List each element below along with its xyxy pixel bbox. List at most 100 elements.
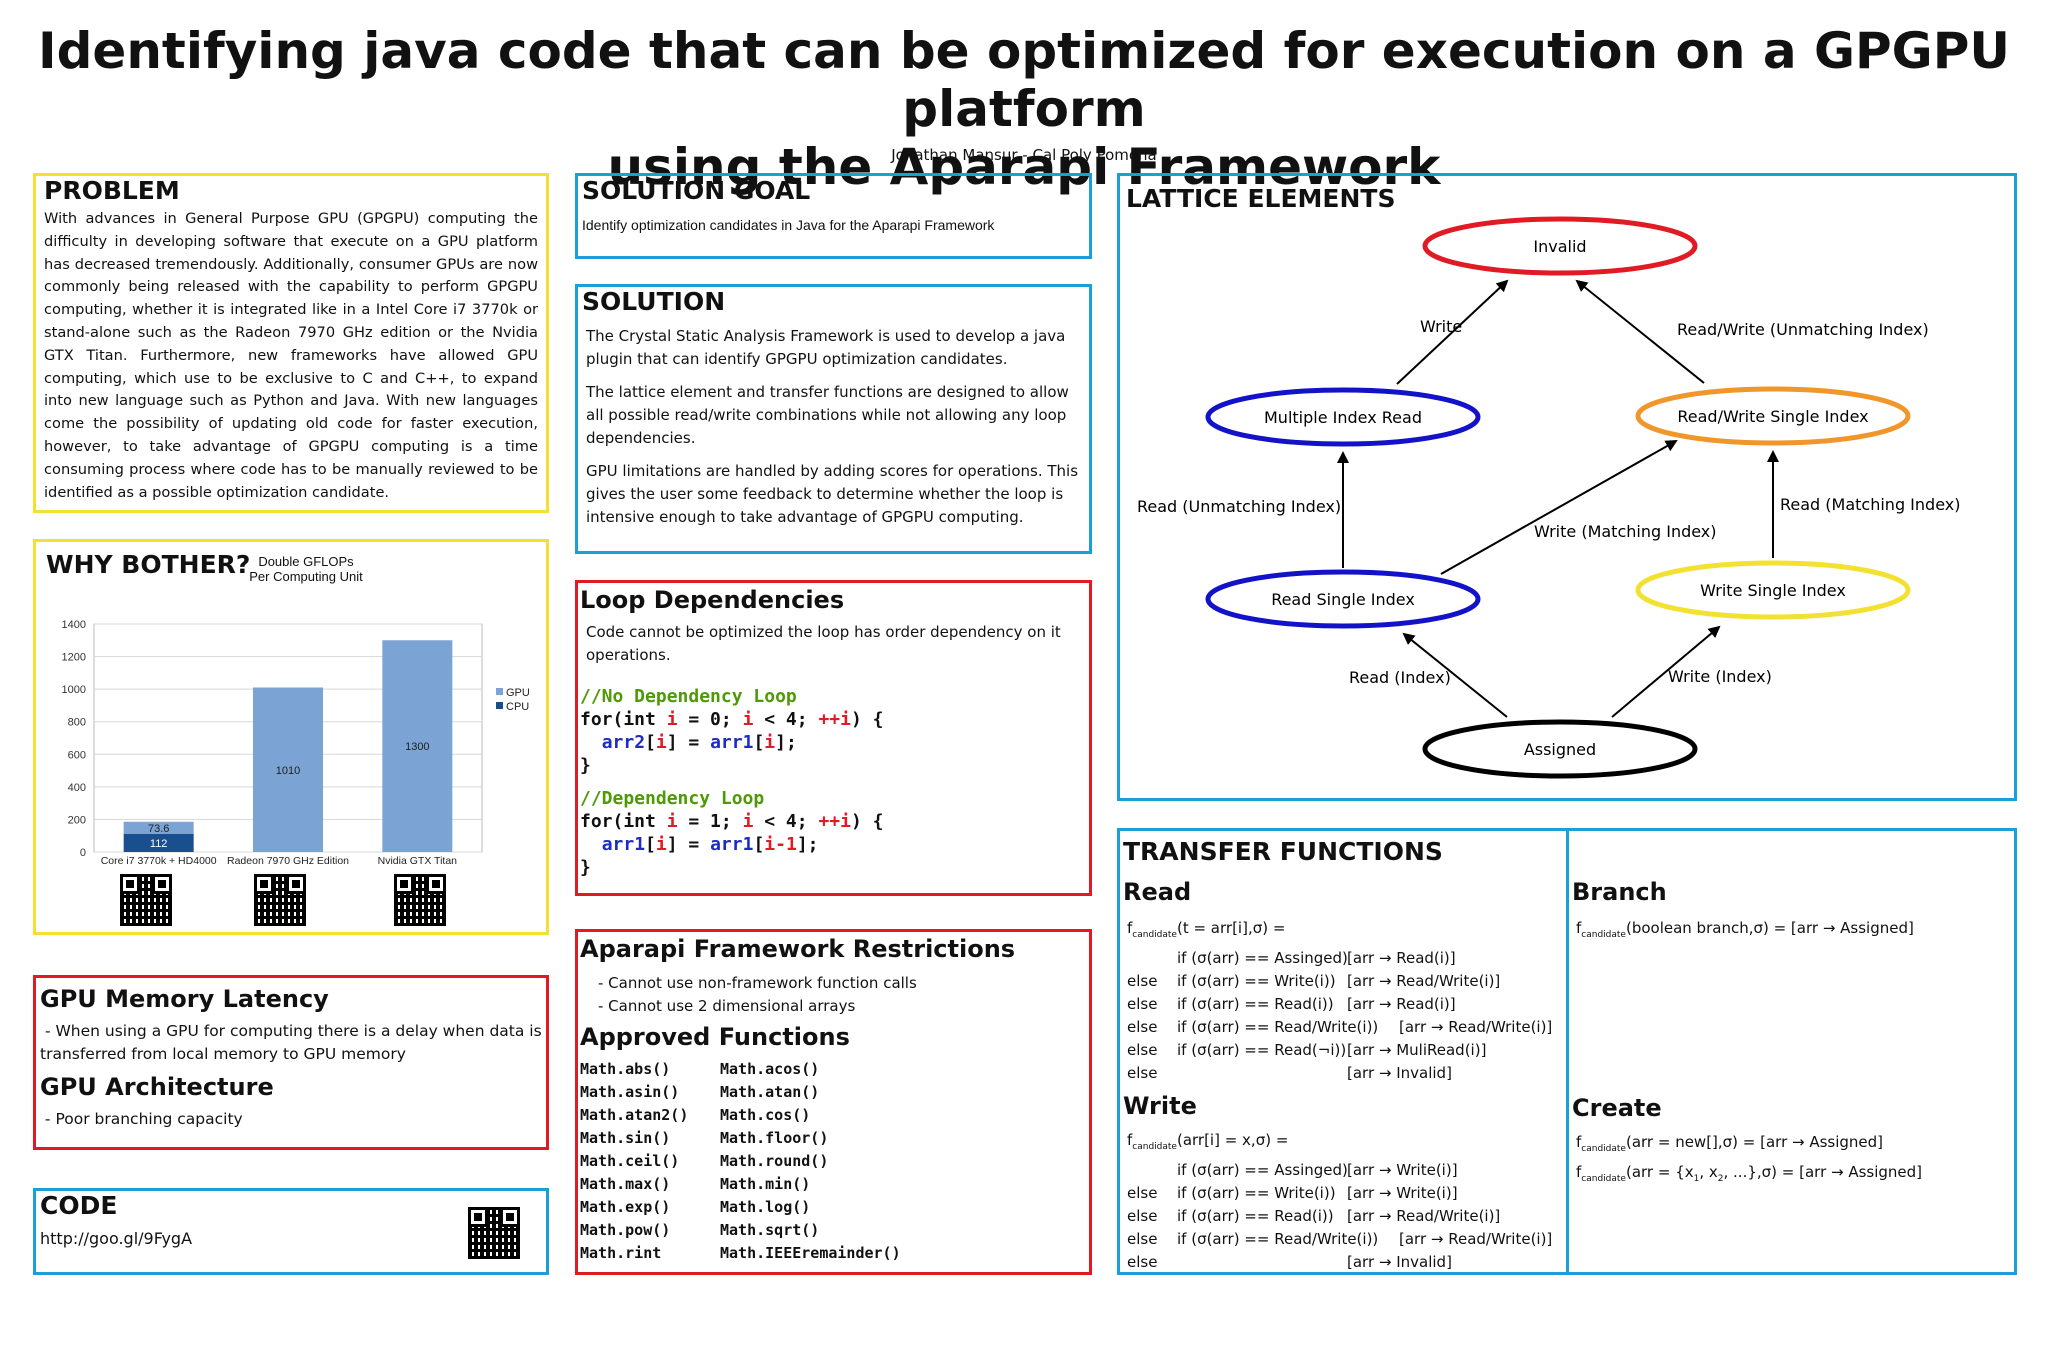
legend-label: CPU xyxy=(506,701,529,713)
function-item: Math.sqrt() xyxy=(720,1221,820,1239)
node-multiple-index-read-label: Multiple Index Read xyxy=(1264,408,1422,427)
function-item: Math.log() xyxy=(720,1198,811,1216)
write-transfer-function: fcandidate(arr[i] = x,σ) = if (σ(arr) ==… xyxy=(1127,1129,1563,1274)
write-case-row: if (σ(arr) == Assinged) [arr → Write(i)] xyxy=(1177,1161,1458,1179)
node-assigned-label: Assigned xyxy=(1524,740,1596,759)
gpu-architecture-heading: GPU Architecture xyxy=(40,1073,274,1101)
edge-label-rw-unmatching: Read/Write (Unmatching Index) xyxy=(1677,320,1929,339)
node-write-single-index xyxy=(1635,560,1911,620)
read-case-row: else [arr → Invalid] xyxy=(1127,1064,1452,1082)
edge-multi-to-invalid xyxy=(1396,279,1509,385)
transfer-functions-panel: TRANSFER FUNCTIONS Read fcandidate(t = a… xyxy=(1117,828,1569,1275)
node-read-single-index xyxy=(1205,569,1481,629)
write-heading: Write xyxy=(1123,1092,1197,1120)
write-case-row: else if (σ(arr) == Read(i)) [arr → Read/Wr… xyxy=(1127,1207,1501,1225)
create-heading: Create xyxy=(1572,1094,1662,1122)
solution-goal-panel: SOLUTION GOAL Identify optimization cand… xyxy=(575,173,1092,259)
solution-paragraph-2: The lattice element and transfer functio… xyxy=(586,383,1069,447)
qr-code-core-i7 xyxy=(120,874,172,926)
function-item: Math.floor() xyxy=(720,1129,829,1147)
y-tick-label: 800 xyxy=(68,717,86,729)
poster-title: Identifying java code that can be optimi… xyxy=(0,22,2048,196)
problem-heading: PROBLEM xyxy=(44,176,180,205)
edge-assigned-to-write xyxy=(1611,625,1721,718)
solution-goal-heading: SOLUTION GOAL xyxy=(582,176,811,205)
restriction-item-1: - Cannot use non-framework function call… xyxy=(598,974,917,992)
y-tick-label: 400 xyxy=(68,782,86,794)
node-read-single-index-label: Read Single Index xyxy=(1271,590,1415,609)
y-tick-label: 1400 xyxy=(62,619,86,631)
function-item: Math.pow() xyxy=(580,1221,671,1239)
title-line-1: Identifying java code that can be optimi… xyxy=(38,22,2010,138)
loop-dependencies-body: Code cannot be optimized the loop has or… xyxy=(586,623,1061,664)
create-signature-1: fcandidate(arr = new[],σ) = [arr → Assig… xyxy=(1576,1133,1884,1154)
function-item: Math.IEEEremainder() xyxy=(720,1244,901,1262)
transfer-heading: TRANSFER FUNCTIONS xyxy=(1123,837,1443,866)
approved-functions-list: Math.abs() Math.acos() Math.asin() Math.… xyxy=(580,1058,1087,1265)
restrictions-panel: Aparapi Framework Restrictions - Cannot … xyxy=(575,929,1092,1275)
solution-paragraph-1: The Crystal Static Analysis Framework is… xyxy=(586,327,1066,368)
solution-paragraph-3: GPU limitations are handled by adding sc… xyxy=(586,462,1079,526)
gpu-architecture-body: - Poor branching capacity xyxy=(40,1110,243,1128)
edge-label-write-index: Write (Index) xyxy=(1668,667,1772,686)
write-signature: fcandidate(arr[i] = x,σ) = xyxy=(1127,1131,1289,1152)
node-write-single-index-label: Write Single Index xyxy=(1700,581,1846,600)
y-tick-label: 1000 xyxy=(62,684,86,696)
node-rw-single-index xyxy=(1635,386,1911,446)
code-url-link[interactable]: http://goo.gl/9FygA xyxy=(40,1229,193,1248)
edge-label-read-unmatching: Read (Unmatching Index) xyxy=(1137,497,1341,516)
y-tick-label: 1200 xyxy=(62,652,86,664)
node-rw-single-index-label: Read/Write Single Index xyxy=(1677,407,1868,426)
read-case-row: else if (σ(arr) == Read(¬i)) [arr → MuliRe… xyxy=(1127,1041,1487,1059)
x-category-label: Core i7 3770k + HD4000 xyxy=(101,855,217,867)
restrictions-heading: Aparapi Framework Restrictions xyxy=(580,935,1016,963)
write-case-row: else [arr → Invalid] xyxy=(1127,1253,1452,1271)
no-dependency-comment: //No Dependency Loop xyxy=(580,686,797,707)
chart-title-line-1: Double GFLOPs xyxy=(258,554,354,569)
bar-gpu xyxy=(123,821,194,834)
legend-swatch xyxy=(496,702,503,709)
restriction-item-2: - Cannot use 2 dimensional arrays xyxy=(598,997,856,1015)
edge-label-write-matching: Write (Matching Index) xyxy=(1534,522,1717,541)
read-transfer-function: fcandidate(t = arr[i],σ) = if (σ(arr) ==… xyxy=(1127,917,1563,1085)
function-item: Math.abs() xyxy=(580,1060,671,1078)
function-item: Math.rint xyxy=(580,1244,662,1262)
loop-dependencies-heading: Loop Dependencies xyxy=(580,586,845,614)
gflops-bar-chart: 0 200 400 600 800 1000 1200 1400 112 73.6 Core i7 … xyxy=(62,619,530,867)
bar-label: 1010 xyxy=(276,765,300,777)
function-item: Math.atan2() xyxy=(580,1106,689,1124)
dependency-comment: //Dependency Loop xyxy=(580,788,765,809)
code-heading: CODE xyxy=(40,1191,118,1220)
read-case-row: else if (σ(arr) == Read/Write(i)) [arr → R… xyxy=(1127,1018,1553,1036)
qr-code-titan xyxy=(394,874,446,926)
solution-heading: SOLUTION xyxy=(582,287,726,316)
bar-label: 73.6 xyxy=(148,823,169,835)
lattice-heading: LATTICE ELEMENTS xyxy=(1126,184,1396,213)
edge-read-to-rw xyxy=(1440,440,1678,575)
solution-goal-body: Identify optimization candidates in Java… xyxy=(582,217,995,233)
read-signature: fcandidate(t = arr[i],σ) = xyxy=(1127,919,1286,940)
edge-assigned-to-read xyxy=(1402,632,1508,718)
function-item: Math.ceil() xyxy=(580,1152,680,1170)
approved-functions-heading: Approved Functions xyxy=(580,1023,850,1051)
code-panel: CODE http://goo.gl/9FygA xyxy=(33,1188,549,1275)
edge-label-read-index: Read (Index) xyxy=(1349,668,1451,687)
node-invalid-label: Invalid xyxy=(1533,237,1586,256)
why-bother-panel: WHY BOTHER? Double GFLOPs Per Computing … xyxy=(33,539,549,935)
gpu-memory-body: - When using a GPU for computing there i… xyxy=(40,1022,547,1063)
bar-cpu xyxy=(123,833,194,852)
bar-gpu xyxy=(253,687,323,852)
bar-gpu xyxy=(382,640,453,852)
function-item: Math.acos() xyxy=(720,1060,820,1078)
legend-swatch xyxy=(496,688,503,695)
dependency-code: //Dependency Loop for(int i = 1; i < 4; … xyxy=(580,788,884,878)
qr-code-link xyxy=(468,1207,520,1259)
node-assigned xyxy=(1422,719,1698,779)
bar-label: 1300 xyxy=(405,741,429,753)
function-item: Math.round() xyxy=(720,1152,829,1170)
why-bother-heading: WHY BOTHER? xyxy=(46,550,251,579)
edge-label-read-matching: Read (Matching Index) xyxy=(1780,495,1960,514)
create-transfer-function: fcandidate(arr = new[],σ) = [arr → Assig… xyxy=(1576,1131,2011,1191)
function-item: Math.cos() xyxy=(720,1106,811,1124)
y-tick-label: 600 xyxy=(68,749,86,761)
